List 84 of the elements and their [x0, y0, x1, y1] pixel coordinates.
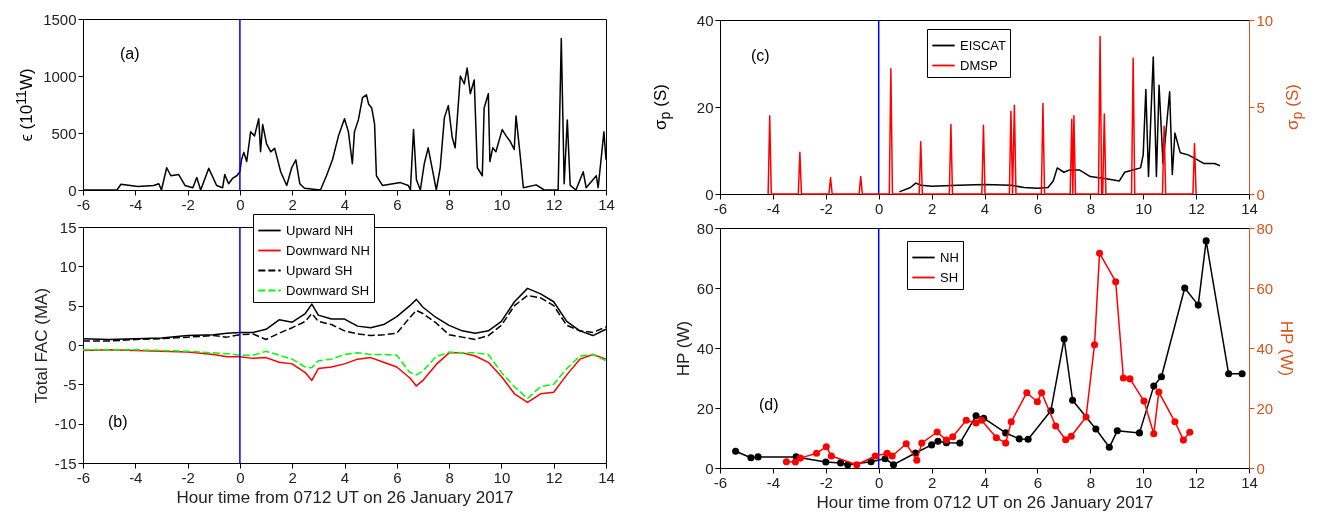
legend-label: Upward SH	[286, 262, 353, 278]
y-tick-label: 1000	[43, 67, 77, 85]
x-tick-label: 4	[980, 199, 990, 217]
x-tick-label: 8	[1086, 473, 1095, 491]
x-tick-label: 0	[875, 473, 884, 491]
x-tick-label: 8	[445, 468, 454, 486]
x-tick-label: -4	[129, 468, 143, 486]
y-axis-title: HP (W)	[673, 320, 693, 377]
x-tick-label: 10	[493, 195, 511, 213]
y-tick-label: 20	[696, 98, 714, 116]
x-tick-label: -2	[181, 195, 195, 213]
x-tick-label: 6	[1033, 199, 1043, 217]
x-tick-label: 14	[598, 468, 615, 486]
y-tick-label: -10	[54, 415, 77, 433]
x-tick-label: 12	[545, 468, 563, 486]
x-tick-label: -4	[766, 199, 781, 217]
legend-label: SH	[940, 269, 959, 285]
legend-label: DMSP	[960, 57, 998, 73]
x-tick-label: 2	[927, 199, 937, 217]
x-tick-label: 0	[236, 195, 245, 213]
x-tick-label: 2	[288, 195, 297, 213]
x-tick-label: 10	[1135, 199, 1153, 217]
x-tick-label: 14	[1241, 199, 1258, 217]
x-tick-label: 2	[288, 468, 297, 486]
y2-tick-label: 60	[1256, 279, 1274, 297]
y-tick-label: 20	[696, 399, 714, 417]
x-tick-label: 12	[1188, 199, 1205, 217]
x-tick-label: -6	[76, 195, 91, 213]
x-tick-label: 14	[1241, 473, 1258, 491]
annotation: (c)	[751, 47, 770, 64]
y-tick-label: 80	[696, 219, 714, 237]
y2-tick-label: 20	[1256, 399, 1274, 417]
y-tick-label: -15	[54, 454, 77, 472]
y-tick-label: 0	[68, 181, 77, 199]
x-tick-label: 4	[340, 195, 350, 213]
y-tick-label: 40	[696, 11, 714, 29]
x-axis-title: Hour time from 0712 UT on 26 January 2017	[816, 492, 1154, 512]
x-tick-label: -4	[766, 473, 781, 491]
x-tick-label: 10	[493, 468, 511, 486]
x-tick-label: 10	[1135, 473, 1153, 491]
x-axis-title: Hour time from 0712 UT on 26 January 2017	[176, 487, 514, 507]
annotation: (d)	[759, 396, 779, 413]
x-tick-label: 6	[393, 468, 402, 486]
legend-label: Downward SH	[286, 282, 370, 298]
y2-tick-label: 10	[1256, 11, 1274, 29]
x-tick-label: 4	[980, 473, 990, 491]
y-tick-label: 5	[68, 297, 77, 315]
x-tick-label: 6	[1033, 473, 1043, 491]
x-tick-label: -2	[819, 199, 833, 217]
x-tick-label: 6	[393, 195, 402, 213]
annotation: (b)	[108, 413, 128, 430]
x-tick-label: 2	[927, 473, 937, 491]
y-tick-label: -5	[63, 375, 77, 393]
x-tick-label: -6	[713, 199, 728, 217]
x-tick-label: 12	[1188, 473, 1205, 491]
legend-label: Upward NH	[286, 222, 354, 238]
legend-label: Downward NH	[286, 242, 370, 258]
x-tick-label: 8	[445, 195, 454, 213]
x-tick-label: 14	[598, 195, 615, 213]
y-axis-title: Total FAC (MA)	[31, 287, 51, 404]
y-tick-label: 500	[51, 124, 77, 142]
y-tick-label: 0	[68, 336, 77, 354]
legend-label: NH	[940, 249, 959, 265]
y-tick-label: 1500	[43, 10, 77, 28]
x-tick-label: -6	[76, 468, 91, 486]
y2-tick-label: 40	[1256, 339, 1274, 357]
y-tick-label: 15	[59, 218, 77, 236]
x-tick-label: -4	[129, 195, 143, 213]
y2-tick-label: 80	[1256, 219, 1274, 237]
x-tick-label: -2	[819, 473, 833, 491]
y-tick-label: 60	[696, 279, 714, 297]
x-tick-label: 0	[236, 468, 245, 486]
x-tick-label: 4	[340, 468, 350, 486]
annotation: (a)	[120, 45, 140, 62]
x-tick-label: -2	[181, 468, 195, 486]
x-tick-label: -6	[713, 473, 728, 491]
x-tick-label: 12	[545, 195, 563, 213]
y2-axis-title: HP (W)	[1277, 320, 1297, 377]
x-tick-label: 8	[1086, 199, 1095, 217]
y-tick-label: 10	[59, 257, 77, 275]
x-tick-label: 0	[875, 199, 884, 217]
y2-tick-label: 5	[1256, 98, 1265, 116]
legend-label: EISCAT	[960, 37, 1007, 53]
y-tick-label: 40	[696, 339, 714, 357]
